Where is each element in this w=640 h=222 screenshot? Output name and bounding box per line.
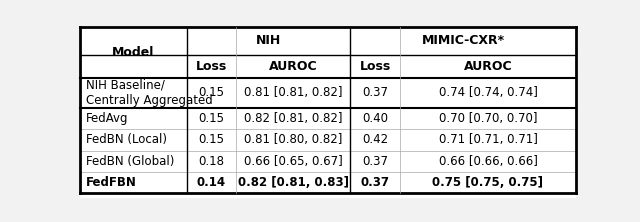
Text: 0.40: 0.40 bbox=[362, 112, 388, 125]
Text: MIMIC-CXR*: MIMIC-CXR* bbox=[422, 34, 505, 47]
Text: 0.71 [0.71, 0.71]: 0.71 [0.71, 0.71] bbox=[438, 133, 538, 146]
Text: 0.82 [0.81, 0.83]: 0.82 [0.81, 0.83] bbox=[238, 176, 349, 189]
Text: 0.74 [0.74, 0.74]: 0.74 [0.74, 0.74] bbox=[438, 86, 538, 99]
Text: 0.66 [0.65, 0.67]: 0.66 [0.65, 0.67] bbox=[244, 155, 342, 168]
Text: 0.37: 0.37 bbox=[362, 155, 388, 168]
Text: 0.66 [0.66, 0.66]: 0.66 [0.66, 0.66] bbox=[438, 155, 538, 168]
Text: FedBN (Local): FedBN (Local) bbox=[86, 133, 167, 146]
Text: 0.37: 0.37 bbox=[360, 176, 390, 189]
Text: NIH Baseline/
Centrally Aggregated: NIH Baseline/ Centrally Aggregated bbox=[86, 78, 212, 107]
Text: 0.81 [0.81, 0.82]: 0.81 [0.81, 0.82] bbox=[244, 86, 342, 99]
Text: Loss: Loss bbox=[196, 60, 227, 73]
Text: 0.81 [0.80, 0.82]: 0.81 [0.80, 0.82] bbox=[244, 133, 342, 146]
Text: Loss: Loss bbox=[360, 60, 391, 73]
Text: 0.15: 0.15 bbox=[198, 133, 225, 146]
Text: 0.18: 0.18 bbox=[198, 155, 225, 168]
Text: Model: Model bbox=[112, 46, 154, 59]
Text: FedFBN: FedFBN bbox=[86, 176, 137, 189]
Text: 0.70 [0.70, 0.70]: 0.70 [0.70, 0.70] bbox=[438, 112, 537, 125]
Text: FedBN (Global): FedBN (Global) bbox=[86, 155, 174, 168]
Text: 0.15: 0.15 bbox=[198, 112, 225, 125]
Text: NIH: NIH bbox=[256, 34, 281, 47]
Text: FedAvg: FedAvg bbox=[86, 112, 129, 125]
Text: AUROC: AUROC bbox=[269, 60, 317, 73]
Text: 0.75 [0.75, 0.75]: 0.75 [0.75, 0.75] bbox=[433, 176, 543, 189]
Text: 0.15: 0.15 bbox=[198, 86, 225, 99]
Text: 0.14: 0.14 bbox=[197, 176, 226, 189]
Text: 0.37: 0.37 bbox=[362, 86, 388, 99]
Text: 0.82 [0.81, 0.82]: 0.82 [0.81, 0.82] bbox=[244, 112, 342, 125]
Text: 0.42: 0.42 bbox=[362, 133, 388, 146]
Text: AUROC: AUROC bbox=[463, 60, 512, 73]
